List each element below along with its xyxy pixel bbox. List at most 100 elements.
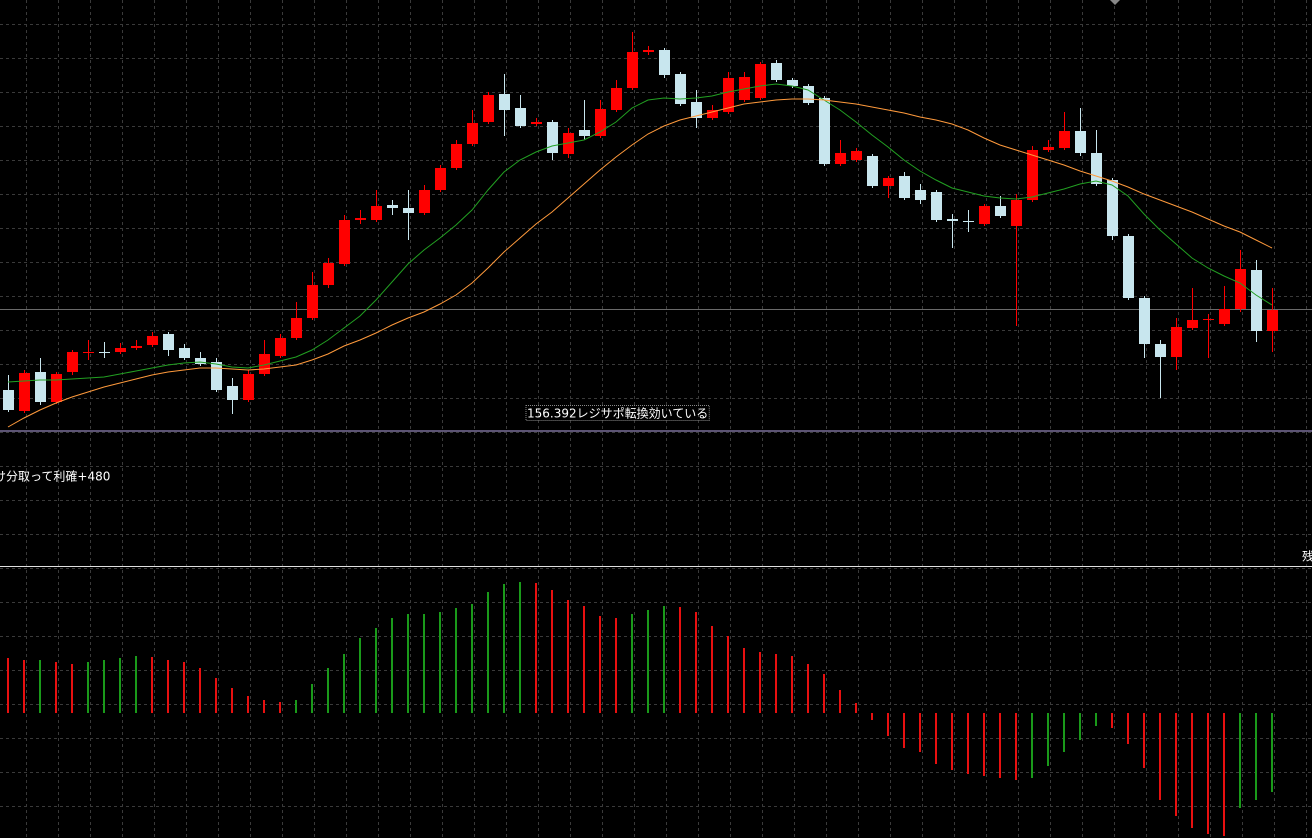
histogram-bar xyxy=(295,700,297,713)
candle-body xyxy=(179,348,190,358)
histogram-bar xyxy=(311,684,313,713)
candle-body xyxy=(1235,269,1246,309)
candle-body xyxy=(995,206,1006,216)
candle-body xyxy=(435,168,446,190)
histogram-bar xyxy=(1207,713,1209,834)
candle-body xyxy=(419,190,430,213)
histogram-bar xyxy=(1175,713,1177,816)
candle-body xyxy=(515,108,526,126)
histogram-bar xyxy=(951,713,953,770)
histogram-bar xyxy=(1143,713,1145,768)
histogram-bar xyxy=(599,616,601,713)
candle-body xyxy=(227,386,238,400)
histogram-bar xyxy=(1079,713,1081,740)
histogram-bar xyxy=(455,608,457,713)
histogram-bar xyxy=(7,658,9,713)
histogram-bar xyxy=(759,652,761,713)
candle-body xyxy=(803,86,814,103)
histogram-bar xyxy=(471,604,473,713)
moving-average xyxy=(7,98,1273,428)
histogram-bar xyxy=(1111,713,1113,728)
candle-body xyxy=(99,352,110,353)
histogram-bar xyxy=(55,662,57,713)
histogram-bar xyxy=(375,628,377,713)
histogram-bar xyxy=(743,648,745,713)
candle-body xyxy=(531,122,542,124)
candle-body xyxy=(883,178,894,186)
candle-body xyxy=(115,348,126,352)
candle-body xyxy=(787,80,798,86)
candle-body xyxy=(467,123,478,144)
histogram-bar xyxy=(279,702,281,713)
candle-body xyxy=(259,354,270,374)
candle-body xyxy=(819,98,830,164)
candle-body xyxy=(547,122,558,153)
histogram-bar xyxy=(807,664,809,713)
candle-body xyxy=(451,144,462,168)
histogram-bar xyxy=(1159,713,1161,800)
candle-body xyxy=(195,358,206,364)
candle-body xyxy=(1059,131,1070,148)
annotation: け分取って利確+480 xyxy=(0,469,110,484)
histogram-bar xyxy=(359,638,361,713)
histogram-bar xyxy=(391,618,393,713)
histogram-bar xyxy=(423,614,425,713)
price-pane xyxy=(0,32,1312,432)
candle-body xyxy=(899,176,910,198)
moving-average xyxy=(7,83,1273,383)
candle-body xyxy=(307,285,318,318)
candle-body xyxy=(1219,309,1230,324)
candle-body xyxy=(915,190,926,200)
candle-body xyxy=(627,52,638,88)
histogram-bar xyxy=(119,658,121,713)
histogram-bar xyxy=(967,713,969,774)
histogram-bar xyxy=(839,690,841,713)
candle-body xyxy=(355,218,366,220)
candle-body xyxy=(339,220,350,264)
histogram-bar xyxy=(439,612,441,713)
candle-body xyxy=(1155,344,1166,357)
annotation: 156.392レジサポ転換効いている xyxy=(527,406,708,421)
histogram-bar xyxy=(135,656,137,713)
histogram-bar xyxy=(87,662,89,713)
histogram-bar xyxy=(631,614,633,713)
histogram-bar xyxy=(247,696,249,713)
candle-body xyxy=(3,390,14,410)
histogram-bar xyxy=(1239,713,1241,808)
candle-body xyxy=(403,208,414,213)
histogram-bar xyxy=(23,660,25,713)
histogram-bar xyxy=(935,713,937,764)
histogram-bar xyxy=(615,618,617,713)
histogram-bar xyxy=(791,656,793,713)
histogram-bar xyxy=(647,610,649,713)
candle-body xyxy=(659,50,670,75)
histogram-bar xyxy=(103,660,105,713)
histogram-bar xyxy=(183,662,185,713)
candle-body xyxy=(147,336,158,345)
candle-body xyxy=(291,318,302,338)
histogram-bar xyxy=(151,657,153,713)
histogram-bar xyxy=(679,607,681,713)
oscillator-pane xyxy=(7,582,1273,836)
candle-body xyxy=(387,205,398,208)
histogram-bar xyxy=(1191,713,1193,828)
histogram-bar xyxy=(1127,713,1129,744)
candle-body xyxy=(1267,310,1278,331)
candle-body xyxy=(771,63,782,80)
histogram-bar xyxy=(1223,713,1225,836)
histogram-bar xyxy=(999,713,1001,778)
histogram-bar xyxy=(711,626,713,713)
histogram-bar xyxy=(1015,713,1017,780)
histogram-bar xyxy=(407,614,409,713)
annotation-box xyxy=(525,405,710,421)
candle-body xyxy=(1091,153,1102,184)
candle-body xyxy=(211,362,222,390)
histogram-bar xyxy=(583,606,585,713)
candle-body xyxy=(1011,200,1022,226)
candle-body xyxy=(963,221,974,222)
candle-body xyxy=(755,64,766,98)
candle-body xyxy=(611,88,622,110)
candle-body xyxy=(131,346,142,348)
candle-body xyxy=(835,153,846,164)
candle-body xyxy=(1027,150,1038,200)
